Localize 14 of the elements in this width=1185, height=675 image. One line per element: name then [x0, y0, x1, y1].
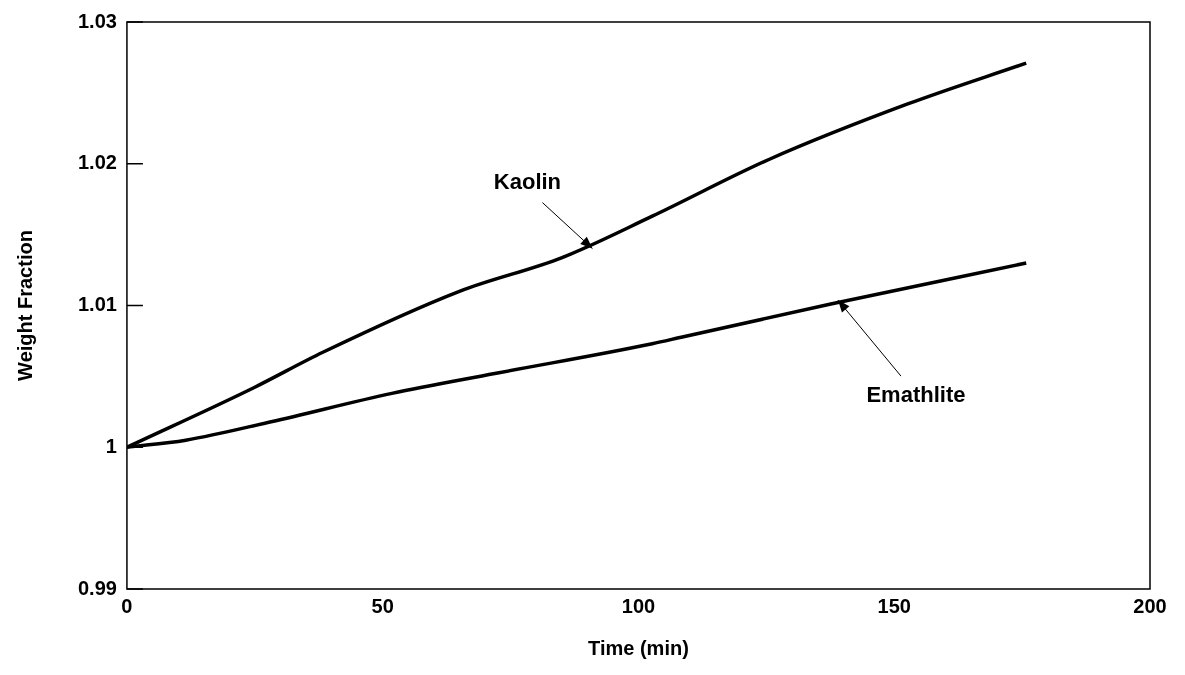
x-tick-label: 100: [621, 594, 656, 617]
y-tick-label: 1.02: [77, 151, 117, 174]
y-axis-title: Weight Fraction: [13, 230, 36, 381]
y-tick-label: 1.01: [77, 293, 117, 316]
x-tick-label: 150: [877, 594, 911, 617]
y-tick-label: 1.03: [77, 9, 117, 32]
y-tick-label: 0.99: [77, 576, 117, 599]
annotation: Kaolin: [493, 168, 562, 194]
x-tick-label: 0: [121, 594, 133, 617]
y-tick-label: 1: [105, 434, 117, 457]
x-axis-title: Time (min): [588, 636, 689, 659]
annotation: Emathlite: [866, 382, 966, 408]
x-tick-label: 50: [371, 594, 394, 617]
x-tick-label: 200: [1133, 594, 1167, 617]
